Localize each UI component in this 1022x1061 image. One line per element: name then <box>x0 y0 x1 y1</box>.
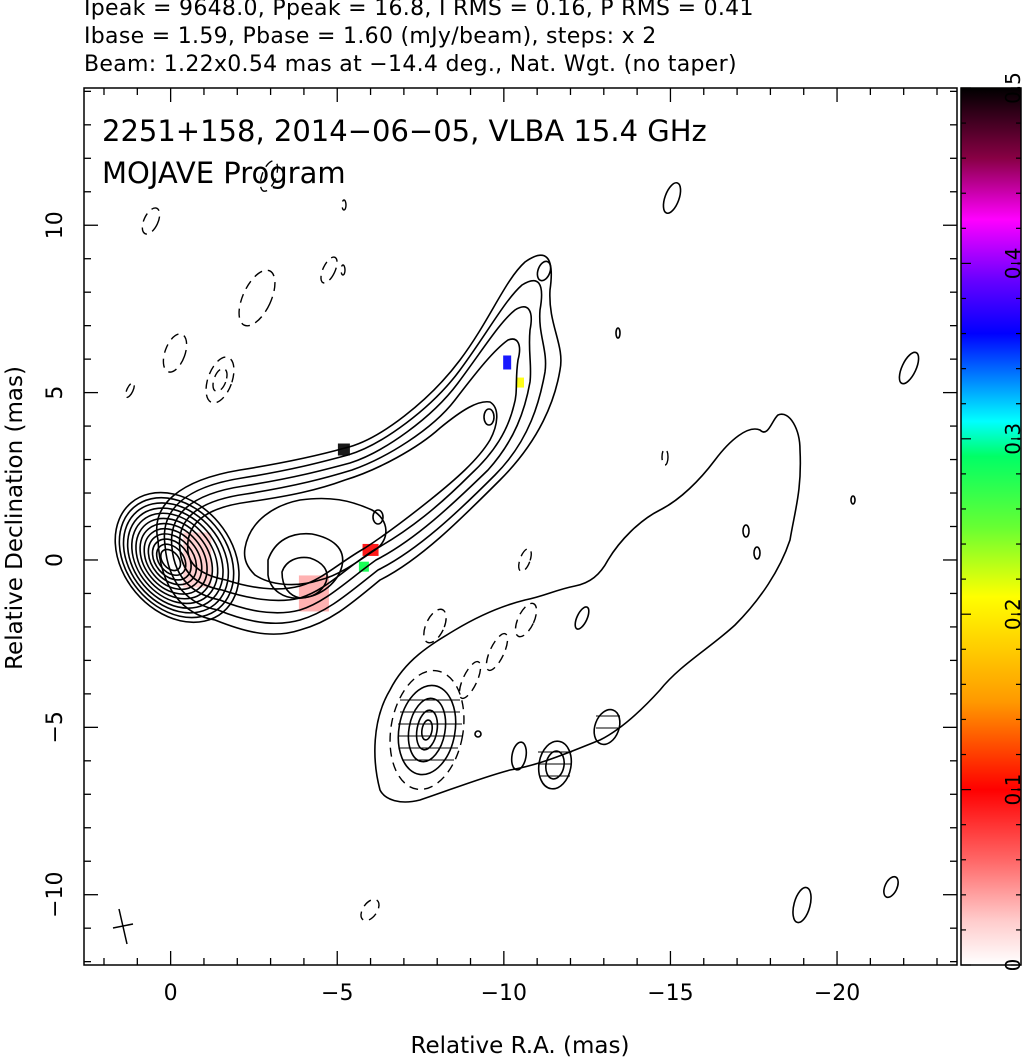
x-axis-label: Relative R.A. (mas) <box>411 1033 630 1059</box>
contour-blob <box>615 327 621 339</box>
contour-blob <box>415 709 439 751</box>
contour-blob <box>883 875 899 899</box>
core-contour <box>118 496 235 619</box>
y-tick-label: 5 <box>43 386 68 400</box>
x-tick-label: −5 <box>321 981 353 1006</box>
y-axis-label: Relative Declination (mas) <box>2 366 28 670</box>
core-contour <box>159 548 182 572</box>
contour-blob <box>545 750 565 780</box>
header-line-2: Ibase = 1.59, Pbase = 1.60 (mJy/beam), s… <box>84 24 657 49</box>
contour-blob <box>850 495 856 505</box>
colorbar-tick-label: 0.4 <box>1001 247 1022 279</box>
contour-knot <box>483 408 495 426</box>
core-contour <box>143 527 203 591</box>
polarization-vectors <box>398 699 620 777</box>
contour-blob <box>420 719 434 741</box>
negative-contours <box>124 160 669 922</box>
contour-blob <box>510 741 528 771</box>
x-tick-label: −20 <box>814 981 860 1006</box>
plot-title-line-2: MOJAVE Program <box>102 156 346 190</box>
contour-blob <box>537 740 573 790</box>
contour-blob <box>792 886 812 924</box>
contour-blob <box>593 708 621 746</box>
contour-blob <box>753 546 761 560</box>
contour-2 <box>163 279 547 625</box>
header-line-1: Ipeak = 9648.0, Ppeak = 16.8, I RMS = 0.… <box>84 0 754 21</box>
core-contour <box>155 543 187 577</box>
core-contour <box>122 502 230 614</box>
contour-blob <box>898 351 920 385</box>
x-tick-label: −15 <box>647 981 693 1006</box>
y-tick-label: −5 <box>43 711 68 743</box>
contour-blob <box>742 524 750 538</box>
contour-knot <box>536 260 552 282</box>
polarization-patch <box>503 355 512 370</box>
polarization-patch <box>358 561 369 572</box>
y-tick-label: 0 <box>43 553 68 567</box>
colorbar-tick-labels: 0 0.1 0.2 0.3 0.4 0.5 <box>1001 72 1022 971</box>
header-line-3: Beam: 1.22x0.54 mas at −14.4 deg., Nat. … <box>84 52 737 77</box>
polarization-patch <box>517 377 524 388</box>
colorbar-tick-label: 0.3 <box>1001 423 1022 455</box>
contour-5 <box>186 401 498 590</box>
y-tick-label: 10 <box>43 211 68 239</box>
core-contour <box>139 522 208 595</box>
plot-title-line-1: 2251+158, 2014−06−05, VLBA 15.4 GHz <box>102 114 707 148</box>
colorbar-tick-label: 0.1 <box>1001 774 1022 806</box>
core-contour <box>147 533 198 586</box>
x-tick-label: −10 <box>481 981 527 1006</box>
colorbar-tick-label: 0.5 <box>1001 72 1022 104</box>
contour-blob <box>574 606 590 630</box>
core-contours <box>114 491 240 624</box>
axis-ticks <box>84 88 957 965</box>
beam-cross <box>112 908 134 945</box>
colorbar-ticks <box>961 87 1021 966</box>
core-contour <box>135 517 214 600</box>
contour-blob <box>407 697 447 763</box>
x-tick-label: 0 <box>164 981 178 1006</box>
contour-6 <box>243 497 387 586</box>
colorbar <box>960 87 1022 966</box>
core-contour <box>130 512 219 605</box>
core-contour <box>114 491 240 624</box>
contour-knot <box>372 509 384 525</box>
contour-blob <box>397 684 457 776</box>
core-contour <box>126 507 224 609</box>
colorbar-tick-label: 0.2 <box>1001 598 1022 630</box>
contour-blob <box>474 730 482 738</box>
contour-blob <box>662 181 682 215</box>
contour-layer <box>114 181 920 924</box>
contour-south-jet <box>374 413 802 803</box>
contour-8 <box>281 556 328 599</box>
core-contour <box>151 538 192 581</box>
y-tick-label: −10 <box>43 871 68 917</box>
colorbar-tick-label: 0 <box>1001 959 1022 972</box>
polarization-patch <box>337 443 350 456</box>
contour-4 <box>178 338 521 602</box>
contour-7 <box>267 532 344 600</box>
contour-3 <box>170 306 532 614</box>
contour-outer <box>155 254 562 635</box>
axis-tick-labels: 0 −5 −10 −15 −20 10 5 0 −5 −10 <box>43 211 860 1006</box>
